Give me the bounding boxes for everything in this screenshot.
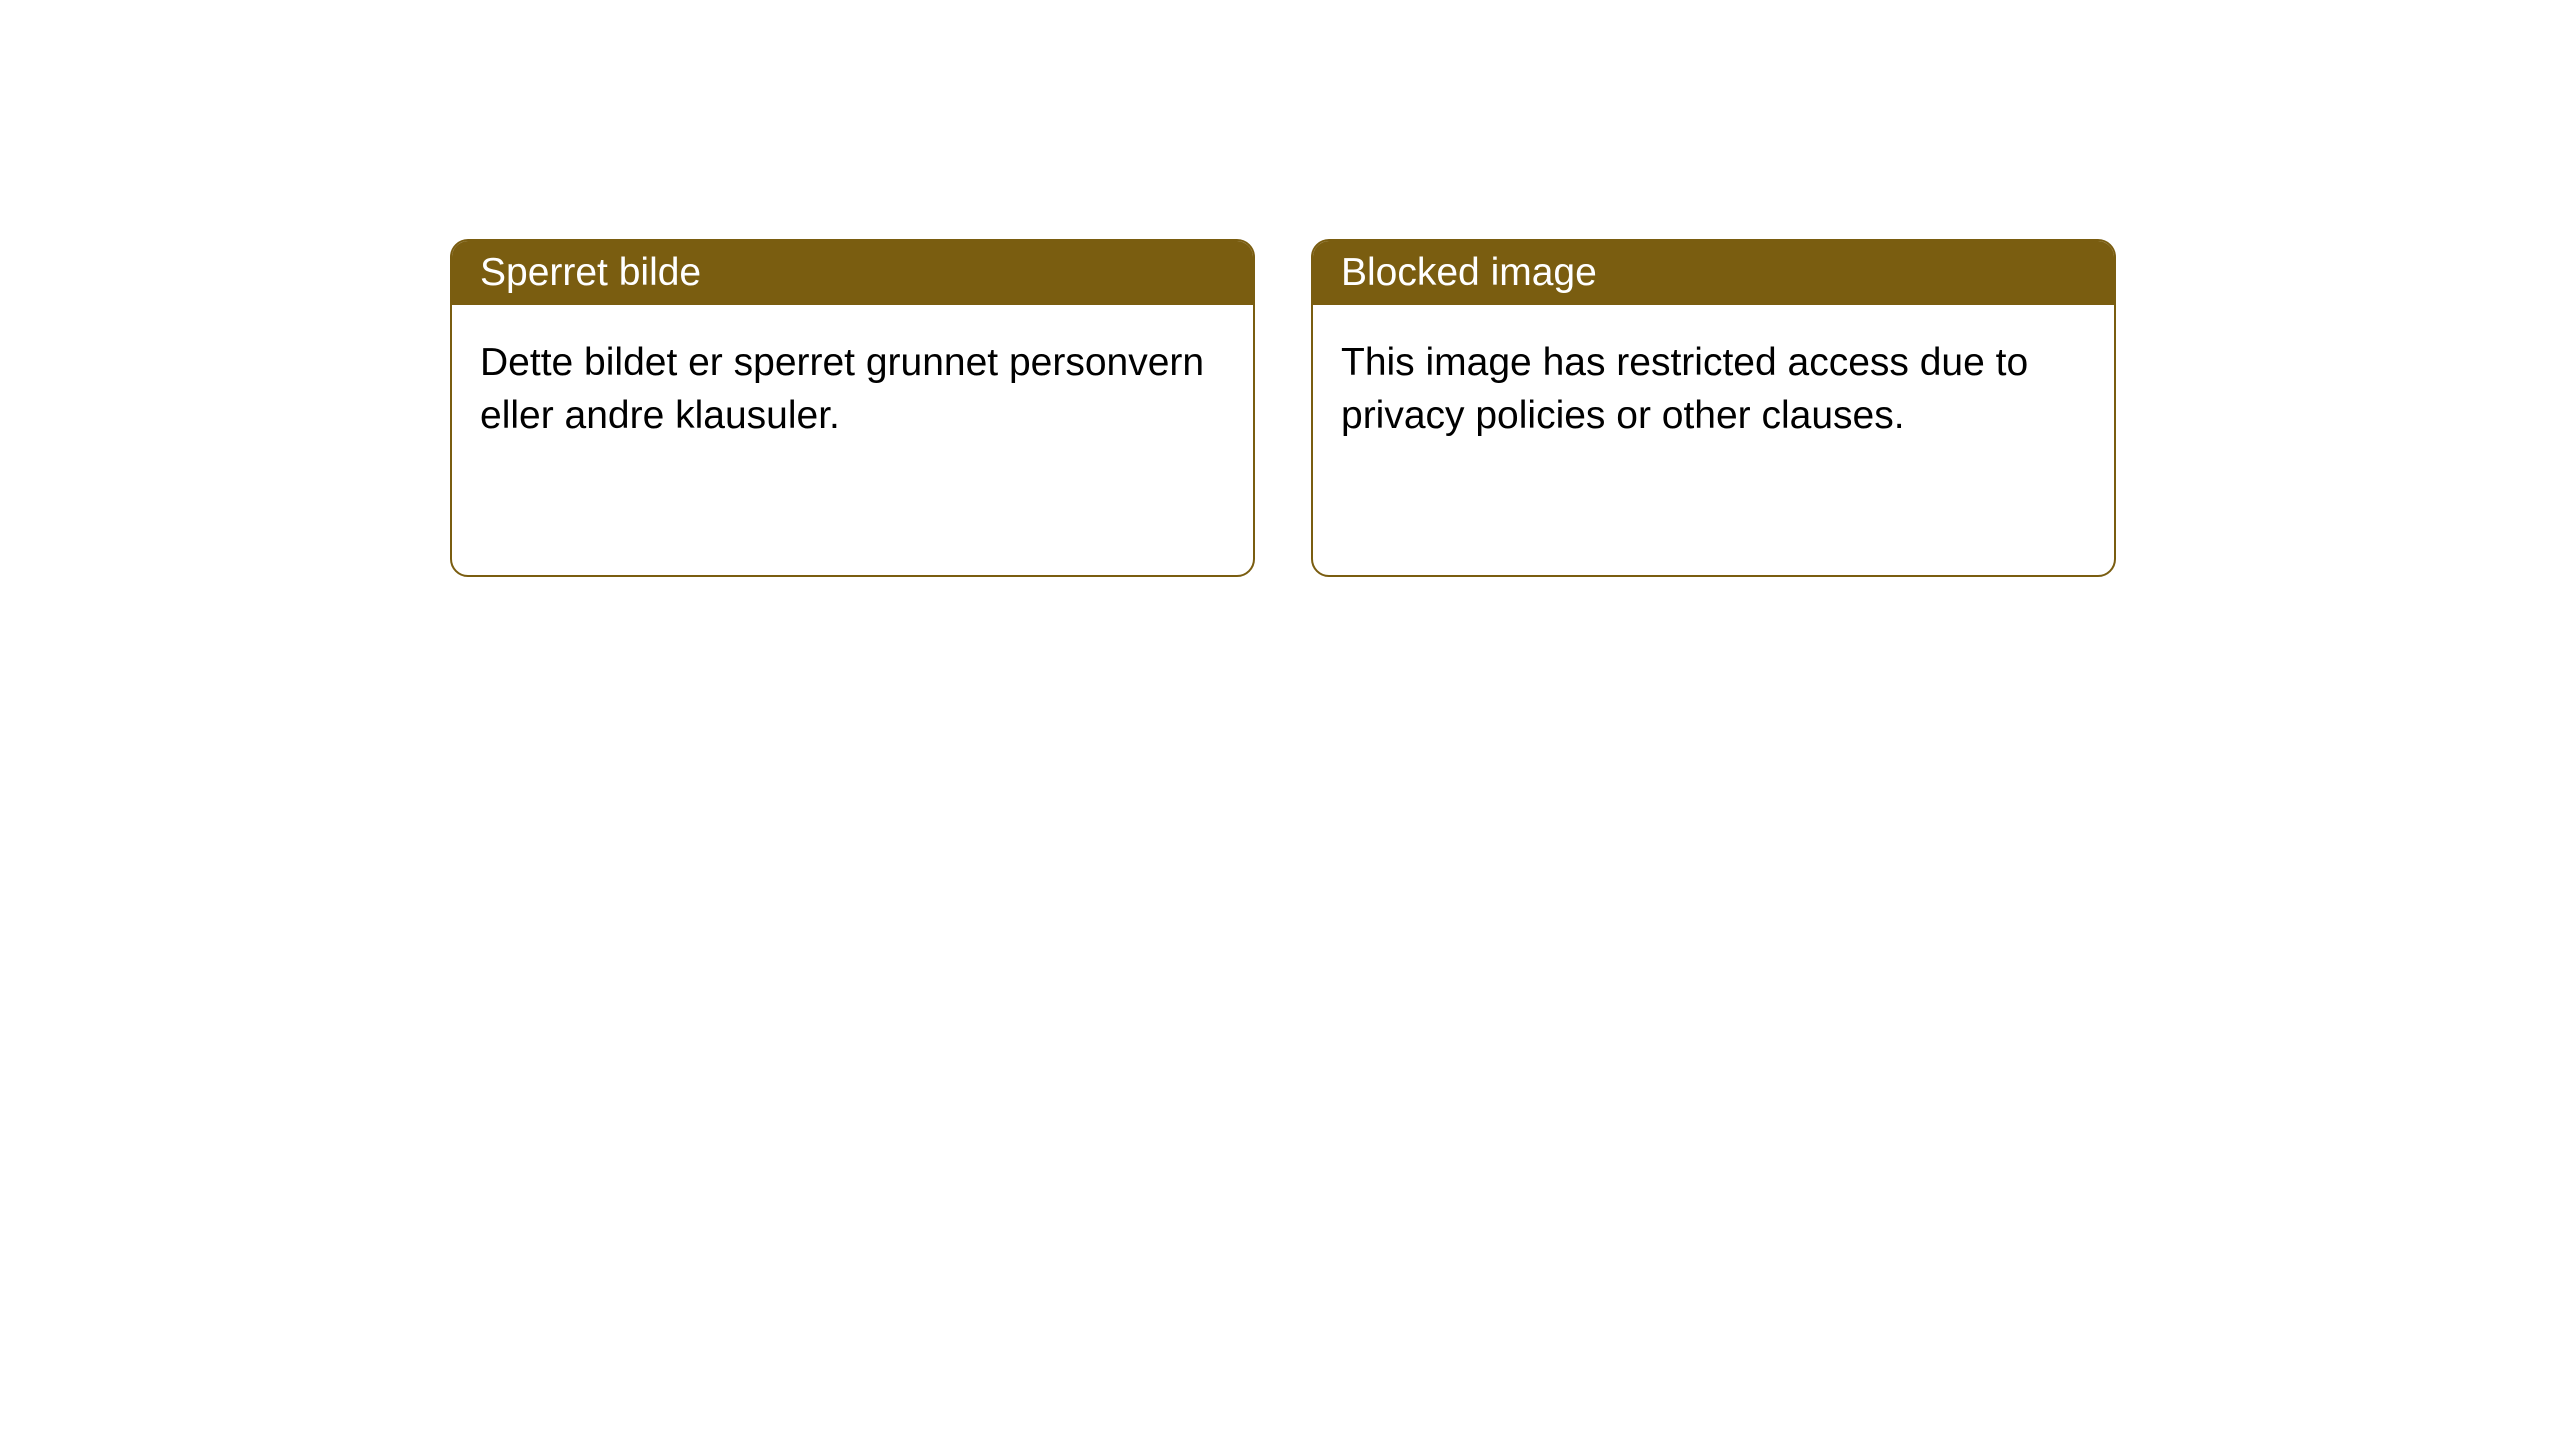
notice-title: Blocked image (1313, 241, 2114, 305)
notice-card-english: Blocked image This image has restricted … (1311, 239, 2116, 577)
notice-body: Dette bildet er sperret grunnet personve… (452, 305, 1253, 575)
notice-card-norwegian: Sperret bilde Dette bildet er sperret gr… (450, 239, 1255, 577)
notice-title: Sperret bilde (452, 241, 1253, 305)
notice-container: Sperret bilde Dette bildet er sperret gr… (450, 239, 2116, 577)
notice-body: This image has restricted access due to … (1313, 305, 2114, 575)
